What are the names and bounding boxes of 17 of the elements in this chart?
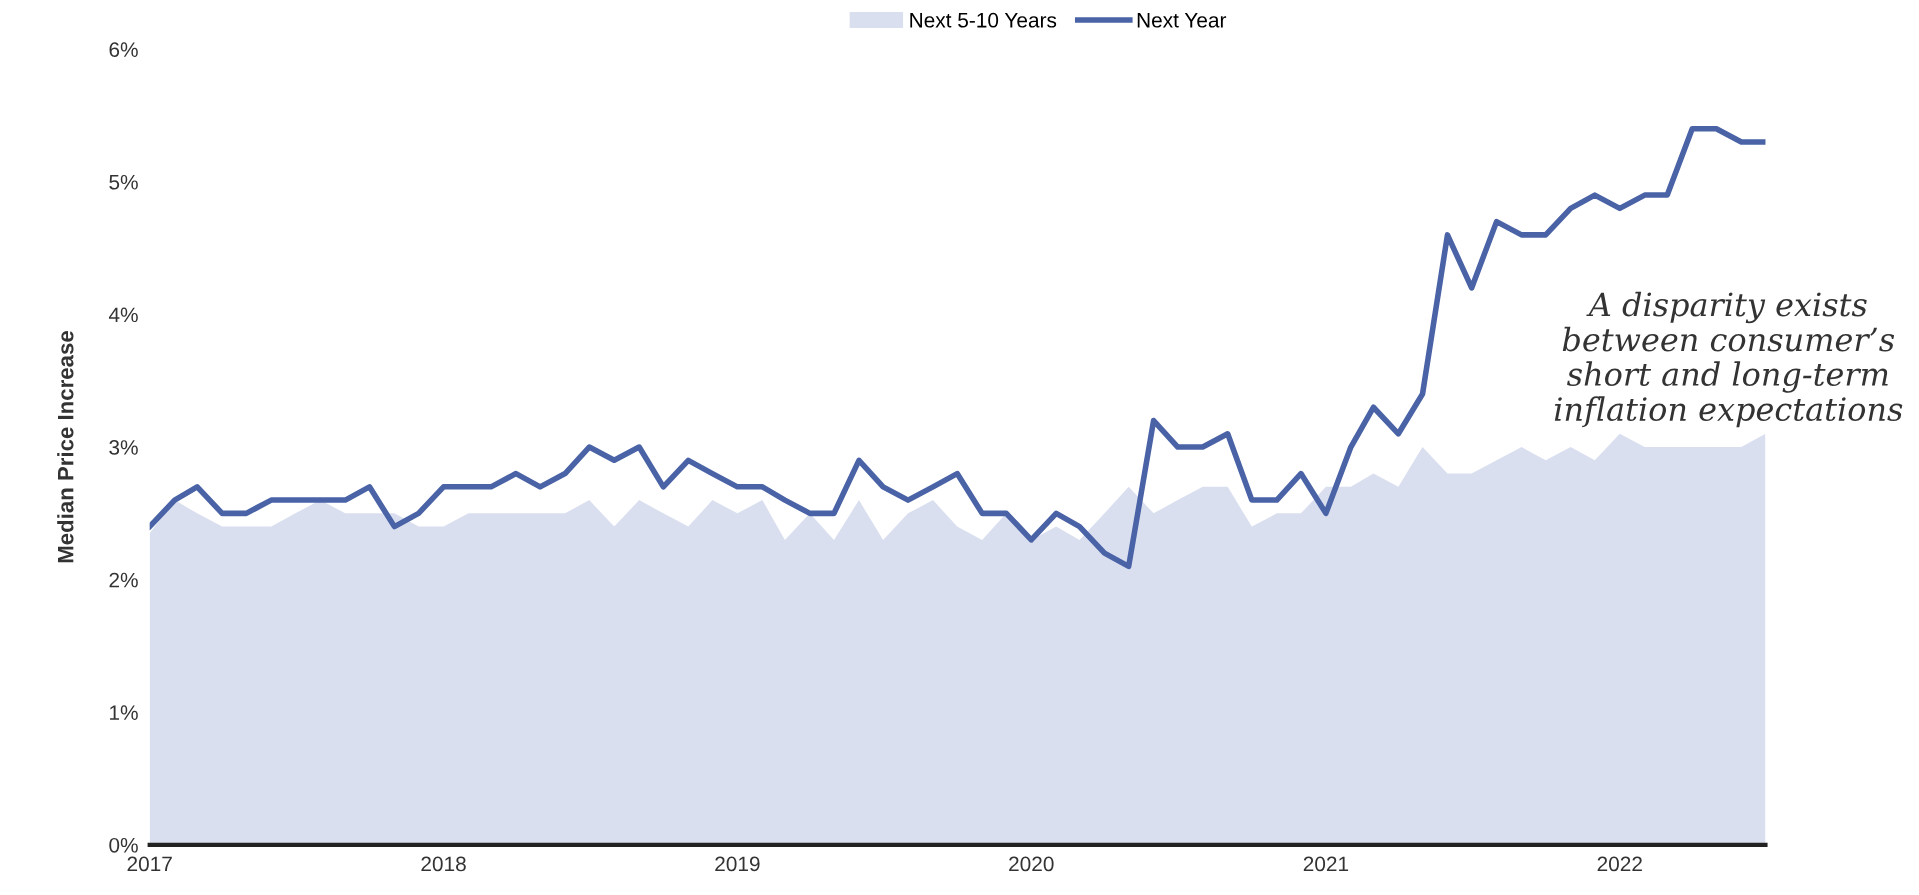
- y-tick-label: 6%: [109, 42, 138, 57]
- y-tick-label: 0%: [109, 837, 138, 853]
- y-tick-label: 3%: [109, 440, 138, 455]
- annotation: A disparity exists between consumer’s short and long-term inflation expectations: [1554, 291, 1903, 428]
- x-tick-label: 2020: [1009, 856, 1054, 872]
- x-tick-label: 2019: [715, 856, 760, 872]
- y-tick-label: 5%: [109, 174, 138, 190]
- legend-label: Next Year: [1137, 13, 1227, 28]
- x-tick-label: 2021: [1303, 856, 1349, 872]
- x-tick-label: 2018: [421, 856, 466, 872]
- x-tick-label: 2022: [1597, 856, 1642, 872]
- legend-label: Next 5-10 Years: [910, 12, 1057, 28]
- y-tick-label: 1%: [110, 705, 138, 720]
- x-tick-label: 2017: [127, 856, 172, 872]
- y-tick-label: 2%: [109, 572, 138, 588]
- y-axis-title: Median Price Increase: [57, 331, 74, 563]
- y-tick-label: 4%: [108, 307, 138, 323]
